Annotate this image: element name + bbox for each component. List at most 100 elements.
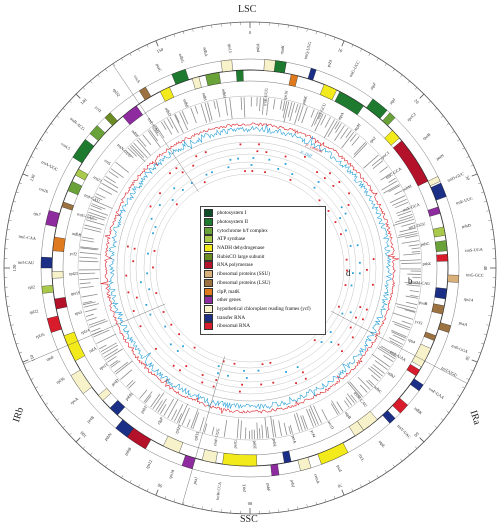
- gene-block: [427, 176, 441, 187]
- gene-block: [392, 397, 408, 414]
- gene-label: ccsA: [133, 74, 142, 84]
- density-bar: [406, 284, 421, 287]
- gene-label: rpl2: [28, 284, 35, 290]
- gene-block: [432, 226, 446, 238]
- gene-label: rps14: [463, 296, 474, 302]
- dot-marker: [175, 203, 178, 206]
- density-bar: [103, 348, 119, 358]
- gene-block: [72, 139, 95, 164]
- scale-tick-label: 70: [336, 482, 343, 489]
- density-bar: [349, 133, 357, 142]
- gene-label: rrn5: [103, 158, 112, 166]
- dot-marker: [317, 181, 320, 183]
- scale-tick: [13, 201, 17, 203]
- gene-block: [436, 254, 449, 262]
- density-bar: [131, 144, 145, 159]
- density-bar: [399, 227, 417, 233]
- gene-label: trnG-GCC: [466, 272, 484, 278]
- dot-marker: [330, 341, 333, 344]
- scale-tick-label: 20: [413, 98, 420, 105]
- density-bar: [200, 104, 208, 123]
- scale-tick: [105, 464, 108, 468]
- dot-marker: [269, 361, 272, 364]
- dot-marker: [340, 233, 342, 236]
- gene-block: [159, 86, 175, 102]
- gene-block: [171, 69, 190, 85]
- dot-marker: [203, 181, 206, 184]
- gene-block: [162, 435, 184, 454]
- scale-tick: [22, 359, 29, 363]
- density-bar: [186, 419, 191, 428]
- scale-tick: [384, 63, 387, 67]
- density-bar: [213, 100, 216, 109]
- density-bar: [223, 420, 228, 438]
- dot-marker: [126, 245, 129, 248]
- density-bar: [181, 110, 189, 125]
- scale-tick: [483, 333, 487, 335]
- scale-tick: [8, 315, 12, 317]
- dot-marker: [205, 173, 208, 176]
- density-bar: [331, 400, 340, 414]
- density-bar: [287, 102, 293, 118]
- gene-block: [431, 303, 445, 315]
- gene-label: petD: [110, 378, 119, 387]
- legend-label: ATP synthase: [217, 236, 246, 243]
- gene-block: [98, 387, 112, 401]
- gene-label: ndhE: [182, 98, 190, 108]
- scale-tick: [45, 402, 49, 405]
- density-bar: [87, 214, 105, 221]
- scale-tick: [440, 115, 444, 118]
- region-label-lsc: LSC: [238, 4, 257, 15]
- dot-marker: [260, 383, 263, 386]
- dot-marker: [238, 390, 241, 393]
- density-bar: [90, 204, 102, 210]
- gene-label: cemA: [313, 473, 321, 484]
- scale-tick: [22, 173, 29, 177]
- region-boundary-line: [112, 63, 199, 192]
- density-bar: [371, 353, 390, 368]
- density-bar: [95, 193, 106, 199]
- gene-label: psbF: [266, 483, 272, 492]
- scale-tick: [15, 342, 19, 345]
- density-bar: [324, 116, 331, 128]
- density-bar: [288, 426, 292, 435]
- scale-tick: [69, 432, 72, 436]
- scale-tick: [201, 26, 203, 30]
- scale-tick: [360, 484, 362, 488]
- density-bar: [169, 116, 179, 134]
- density-bar: [344, 400, 350, 408]
- gene-label: atpH: [353, 122, 362, 132]
- gene-label: psbH: [124, 392, 134, 402]
- density-bar: [194, 105, 199, 114]
- density-bar: [163, 120, 173, 135]
- density-bar: [207, 102, 213, 121]
- scale-tick: [15, 191, 19, 194]
- density-bar: [395, 303, 417, 309]
- density-bar: [309, 405, 319, 425]
- gene-label: ndhC: [373, 384, 383, 394]
- gene-label: trnfM-CAU: [410, 279, 430, 286]
- dot-marker: [318, 199, 321, 202]
- scale-tick: [50, 123, 54, 126]
- gene-block: [366, 98, 388, 119]
- scale-tick: [407, 452, 410, 456]
- gene-block: [61, 201, 74, 211]
- gene-block: [52, 236, 66, 252]
- density-bar: [404, 235, 418, 239]
- density-bar: [83, 227, 102, 233]
- dot-marker: [149, 313, 152, 316]
- scale-tick: [466, 156, 470, 158]
- legend-swatch: [204, 287, 213, 296]
- density-bar: [79, 252, 101, 255]
- scale-tick: [481, 191, 485, 194]
- dot-marker: [145, 303, 148, 306]
- gene-label: ndhJ: [387, 370, 397, 379]
- gene-label: trnW-CCA: [215, 482, 223, 501]
- density-bar: [400, 259, 421, 262]
- density-bar: [259, 97, 261, 112]
- legend-swatch: [204, 209, 213, 218]
- scale-tick: [56, 418, 60, 421]
- gene-label: psbT: [139, 404, 148, 414]
- density-bar: [101, 182, 118, 193]
- density-bar: [91, 327, 101, 333]
